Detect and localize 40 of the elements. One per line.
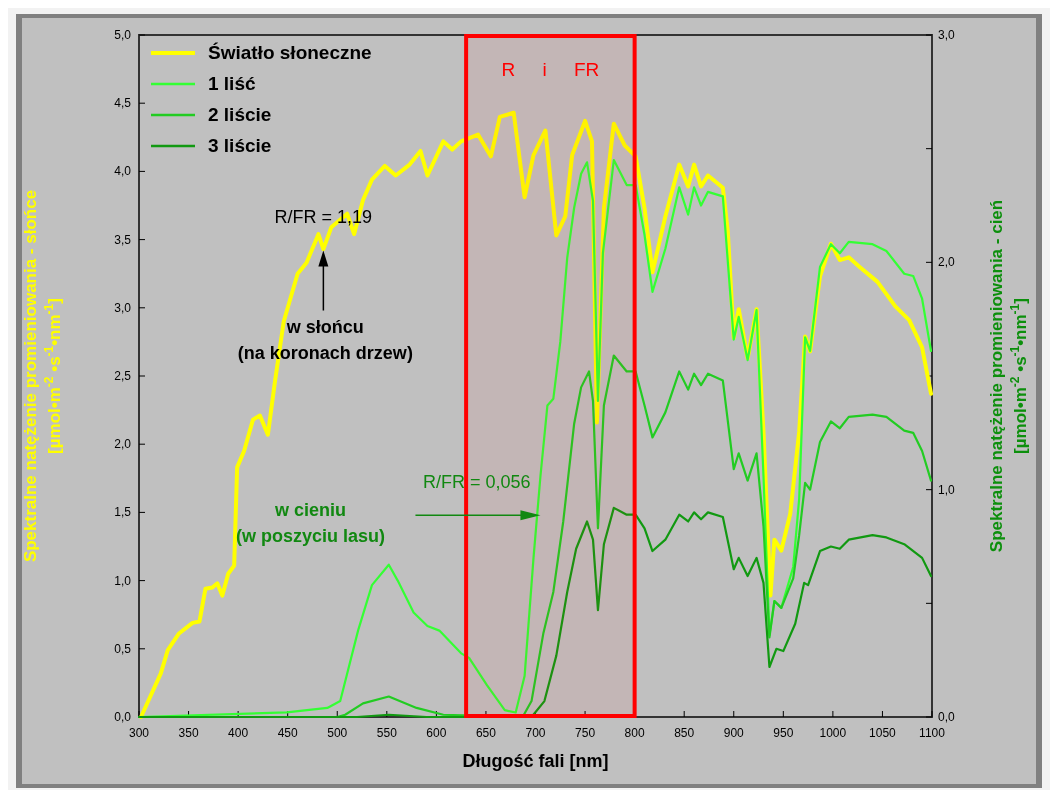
y2-tick-label: 2,0 xyxy=(938,255,956,270)
x-tick-label: 650 xyxy=(475,726,497,740)
x-tick-label: 1000 xyxy=(819,726,847,740)
y2-tick-label: 3,0 xyxy=(938,28,956,42)
x-tick-label: 400 xyxy=(228,726,249,740)
y-tick-label: 0,0 xyxy=(114,710,132,724)
legend-label: 3 liście xyxy=(208,135,272,156)
y2-tick-label: 0,0 xyxy=(938,710,956,724)
y-tick-label: 2,0 xyxy=(114,437,132,452)
annotation: w cieniu (w poszyciu lasu) xyxy=(235,500,385,547)
x-tick-label: 600 xyxy=(426,726,447,740)
x-tick-label: 900 xyxy=(723,726,745,740)
x-tick-label: 1050 xyxy=(869,726,897,740)
x-tick-label: 700 xyxy=(525,726,546,740)
y2-tick-label: 1,0 xyxy=(938,482,956,497)
band-label: R i FR xyxy=(501,59,600,80)
x-tick-label: 950 xyxy=(773,726,794,740)
annotation: R/FR = 0,056 xyxy=(422,472,531,493)
legend-label: 1 liść xyxy=(208,73,256,94)
y-tick-label: 2,5 xyxy=(114,369,132,383)
y-tick-label: 1,5 xyxy=(114,505,132,520)
y-tick-label: 0,5 xyxy=(114,641,132,656)
x-tick-label: 750 xyxy=(575,726,596,740)
x-tick-label: 450 xyxy=(277,726,299,740)
x-tick-label: 350 xyxy=(178,726,199,740)
y-tick-label: 5,0 xyxy=(114,28,132,42)
legend-label: Światło słoneczne xyxy=(208,42,372,63)
y-tick-label: 4,0 xyxy=(114,164,132,179)
y-tick-label: 3,5 xyxy=(114,232,132,247)
x-tick-label: 850 xyxy=(674,726,695,740)
x-axis-title: Długość fali [nm] xyxy=(462,751,609,771)
legend-label: 2 liście xyxy=(208,104,272,125)
y-tick-label: 4,5 xyxy=(114,96,132,111)
y-tick-label: 1,0 xyxy=(114,573,132,588)
x-tick-label: 1100 xyxy=(919,726,946,740)
y-tick-label: 3,0 xyxy=(114,300,132,315)
x-tick-label: 800 xyxy=(624,726,645,740)
x-tick-label: 300 xyxy=(128,726,150,740)
x-tick-label: 550 xyxy=(376,726,398,740)
x-tick-label: 500 xyxy=(327,726,348,740)
